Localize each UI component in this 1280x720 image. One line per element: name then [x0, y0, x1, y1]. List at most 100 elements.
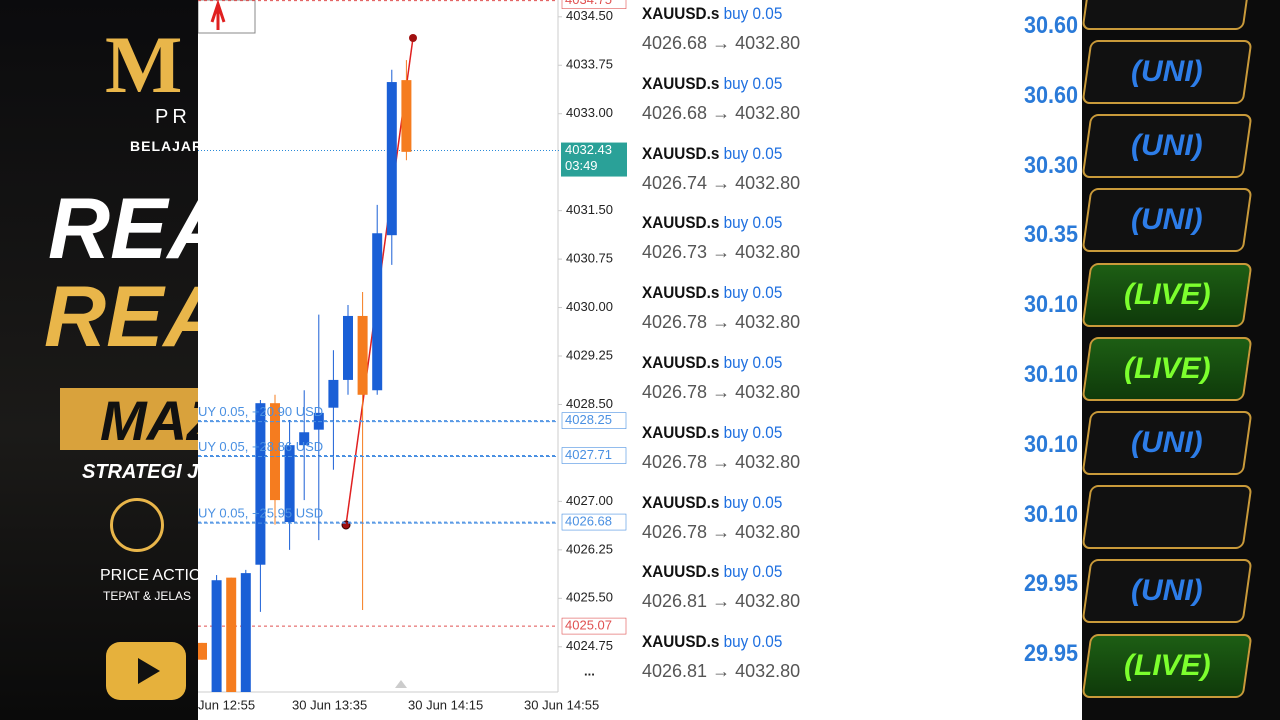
open-price: 4026.81: [642, 591, 708, 612]
side: buy 0.05: [723, 492, 783, 512]
price-chart: 4034.50 4033.75 4033.00 4031.50 4030.75 4030.…: [198, 0, 627, 712]
side: buy 0.05: [723, 73, 783, 93]
badge: (LIVE): [1082, 336, 1253, 401]
trade-title: XAUUSD.s buy 0.05: [642, 283, 782, 303]
trade-row: XAUUSD.s buy 0.05 4026.78 → 4032.80 30.10: [642, 419, 1078, 489]
y-tick-label: 4029.25: [566, 347, 613, 362]
profit: 30.60: [1023, 81, 1078, 109]
open-price: 4026.81: [642, 661, 708, 682]
candle-body: [328, 379, 339, 408]
y-tick-label: 4026.25: [566, 541, 613, 556]
arrow: →: [712, 172, 731, 193]
x-tick-label: 30 Jun 13:35: [292, 697, 367, 712]
level-box: [561, 513, 627, 531]
trade-row: XAUUSD.s buy 0.05 4026.74 → 4032.80 30.30: [642, 140, 1078, 210]
trade-title: XAUUSD.s buy 0.05: [642, 144, 782, 164]
level-box: [561, 412, 627, 429]
symbol: XAUUSD.s: [642, 73, 720, 93]
candle-body: [198, 642, 207, 660]
prices: 4026.81 → 4032.80: [642, 661, 800, 682]
trade-row: XAUUSD.s buy 0.05 4026.81 → 4032.80 29.95: [642, 558, 1078, 628]
level-label: 4034.75: [565, 0, 612, 7]
more-button[interactable]: ...: [584, 663, 595, 678]
side: buy 0.05: [723, 632, 783, 652]
level-label: 4027.71: [565, 447, 612, 462]
position-label: UY 0.05, +20.90 USD: [198, 404, 323, 419]
trade-title: XAUUSD.s buy 0.05: [642, 562, 782, 582]
arrow: →: [712, 102, 731, 123]
close-price: 4032.80: [735, 591, 801, 612]
profit: 29.95: [1023, 570, 1078, 598]
symbol: XAUUSD.s: [642, 632, 720, 652]
trade-title: XAUUSD.s buy 0.05: [642, 74, 782, 94]
symbol: XAUUSD.s: [642, 562, 720, 582]
trade-title: XAUUSD.s buy 0.05: [642, 423, 782, 443]
candle-body: [401, 80, 412, 152]
logo: M: [105, 19, 183, 110]
x-tick-label: Jun 12:55: [198, 697, 255, 712]
side: buy 0.05: [723, 353, 783, 372]
open-price: 4026.74: [642, 172, 708, 193]
feature-sub: TEPAT & JELAS: [103, 589, 192, 603]
arrow: →: [712, 451, 731, 472]
prices: 4026.68 → 4032.80: [642, 33, 800, 54]
trade-title: XAUUSD.s buy 0.05: [642, 213, 782, 233]
open-price: 4026.68: [642, 33, 708, 53]
badge-label: (UNI): [1131, 203, 1203, 237]
side: buy 0.05: [723, 562, 783, 582]
trade-row: XAUUSD.s buy 0.05 4026.81 → 4032.80 29.95: [642, 628, 1078, 698]
badge: (LIVE): [1082, 633, 1253, 698]
side: buy 0.05: [723, 283, 783, 303]
brand: PR: [155, 106, 191, 128]
symbol: XAUUSD.s: [642, 422, 720, 442]
open-price: 4026.73: [642, 242, 708, 263]
trade-title: XAUUSD.s buy 0.05: [642, 353, 782, 373]
profit: 30.35: [1023, 221, 1078, 249]
trade-row: XAUUSD.s buy 0.05 4026.68 → 4032.80 30.60: [642, 0, 1078, 70]
candle-body: [226, 577, 237, 692]
y-tick-label: 4033.75: [566, 57, 613, 72]
position-label: UY 0.05, +28.86 USD: [198, 439, 323, 454]
open-price: 4026.78: [642, 521, 708, 542]
tagline: BELAJAR: [130, 138, 198, 154]
current-price: 4032.43: [565, 142, 612, 157]
side: buy 0.05: [723, 143, 783, 163]
open-price: 4026.78: [642, 451, 708, 472]
trade-row: XAUUSD.s buy 0.05 4026.78 → 4032.80 30.10: [642, 279, 1078, 349]
symbol: XAUUSD.s: [642, 213, 720, 233]
badge-shape: [1082, 485, 1253, 550]
candle-body: [211, 580, 222, 692]
level-box: [561, 447, 627, 464]
candle-body: [284, 445, 295, 523]
close-price: 4032.80: [735, 312, 801, 333]
badge-label: (UNI): [1131, 426, 1203, 459]
profit: 30.10: [1023, 500, 1078, 528]
close-price: 4032.80: [735, 242, 801, 263]
trade-row: XAUUSD.s buy 0.05 4026.78 → 4032.80 30.10: [642, 489, 1078, 559]
profit: 30.30: [1023, 151, 1078, 179]
badge-label: (LIVE): [1123, 351, 1211, 385]
x-tick-label: 30 Jun 14:15: [408, 697, 483, 712]
badge-label: (UNI): [1131, 129, 1203, 163]
y-tick-label: 4030.00: [566, 299, 613, 314]
side: buy 0.05: [723, 4, 783, 23]
open-price: 4026.78: [642, 312, 708, 333]
level-box: [561, 0, 627, 9]
current-price-box: [561, 142, 627, 177]
headline: REA: [44, 269, 198, 365]
headline: MAZ: [100, 389, 198, 452]
y-tick-label: 4027.00: [566, 493, 613, 508]
side: buy 0.05: [723, 422, 783, 442]
trade-title: XAUUSD.s buy 0.05: [642, 493, 782, 513]
level-label: 4026.68: [565, 514, 612, 529]
account-badges: (UNI) (UNI) (UNI) (LIVE) (LIVE) (UNI) (UNI) (LI…: [1082, 0, 1280, 720]
candle-body: [299, 432, 310, 446]
timer: 03:49: [565, 158, 598, 173]
close-price: 4032.80: [735, 382, 801, 402]
close-price: 4032.80: [735, 172, 801, 193]
arrow: →: [712, 312, 731, 333]
badge-label: (LIVE): [1123, 277, 1211, 311]
close-price: 4032.80: [735, 521, 801, 542]
open-price: 4026.78: [642, 382, 708, 402]
